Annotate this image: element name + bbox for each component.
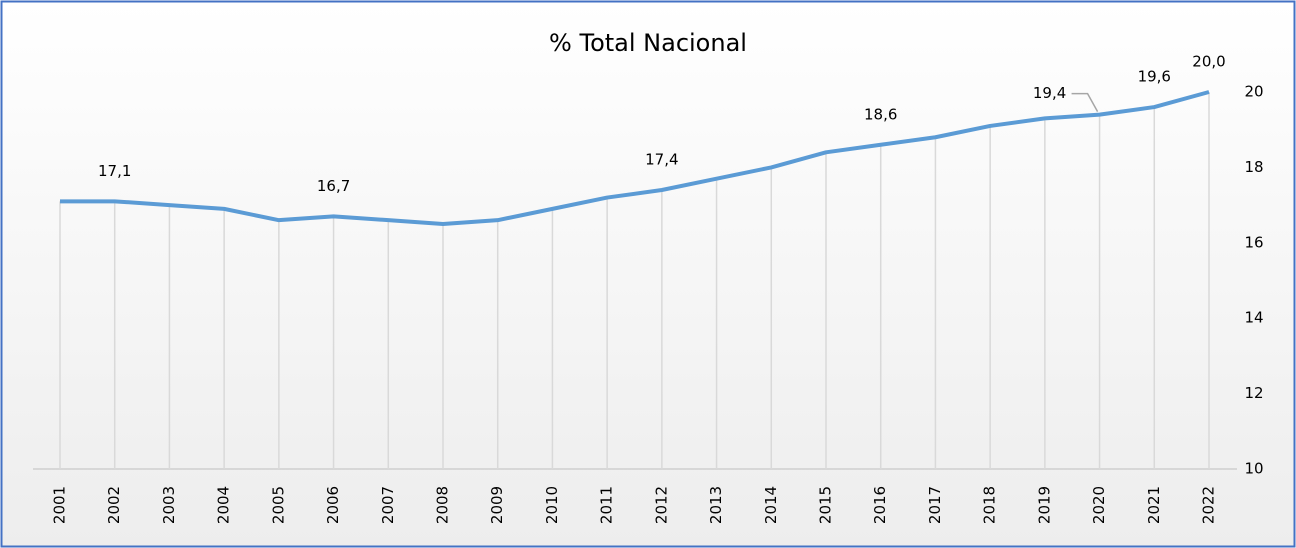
x-tick-label: 2008 xyxy=(434,486,452,524)
data-label: 19,4 xyxy=(1033,84,1066,102)
leader-line xyxy=(1071,92,1099,112)
x-tick-label: 2004 xyxy=(215,486,233,524)
x-tick-label: 2013 xyxy=(707,486,725,524)
data-label: 18,6 xyxy=(864,105,897,123)
data-label: 20,0 xyxy=(1192,53,1225,71)
y-tick-label: 12 xyxy=(1244,384,1263,402)
y-tick-label: 20 xyxy=(1244,83,1263,101)
y-tick-label: 16 xyxy=(1244,233,1263,251)
x-tick-label: 2015 xyxy=(817,486,835,524)
x-tick-label: 2009 xyxy=(488,486,506,524)
x-tick-label: 2010 xyxy=(543,486,561,524)
y-tick-label: 10 xyxy=(1244,460,1263,478)
x-tick-label: 2003 xyxy=(160,486,178,524)
data-label: 17,4 xyxy=(645,151,678,169)
x-tick-label: 2022 xyxy=(1200,486,1218,524)
data-label: 17,1 xyxy=(98,162,131,180)
x-tick-label: 2005 xyxy=(269,486,287,524)
x-tick-label: 2011 xyxy=(598,486,616,524)
x-tick-label: 2020 xyxy=(1090,486,1108,524)
x-tick-label: 2007 xyxy=(379,486,397,524)
x-tick-label: 2018 xyxy=(981,486,999,524)
y-tick-label: 14 xyxy=(1244,309,1263,327)
x-tick-label: 2017 xyxy=(926,486,944,524)
x-tick-label: 2001 xyxy=(51,486,69,524)
y-tick-label: 18 xyxy=(1244,158,1263,176)
x-tick-label: 2019 xyxy=(1035,486,1053,524)
x-tick-label: 2012 xyxy=(652,486,670,524)
x-tick-label: 2016 xyxy=(871,486,889,524)
x-tick-label: 2006 xyxy=(324,486,342,524)
x-tick-label: 2014 xyxy=(762,486,780,524)
data-label: 16,7 xyxy=(317,177,350,195)
chart-title: % Total Nacional xyxy=(549,29,747,57)
data-label: 19,6 xyxy=(1138,68,1171,86)
line xyxy=(60,90,1210,226)
x-tick-label: 2002 xyxy=(105,486,123,524)
x-tick-label: 2021 xyxy=(1145,486,1163,524)
